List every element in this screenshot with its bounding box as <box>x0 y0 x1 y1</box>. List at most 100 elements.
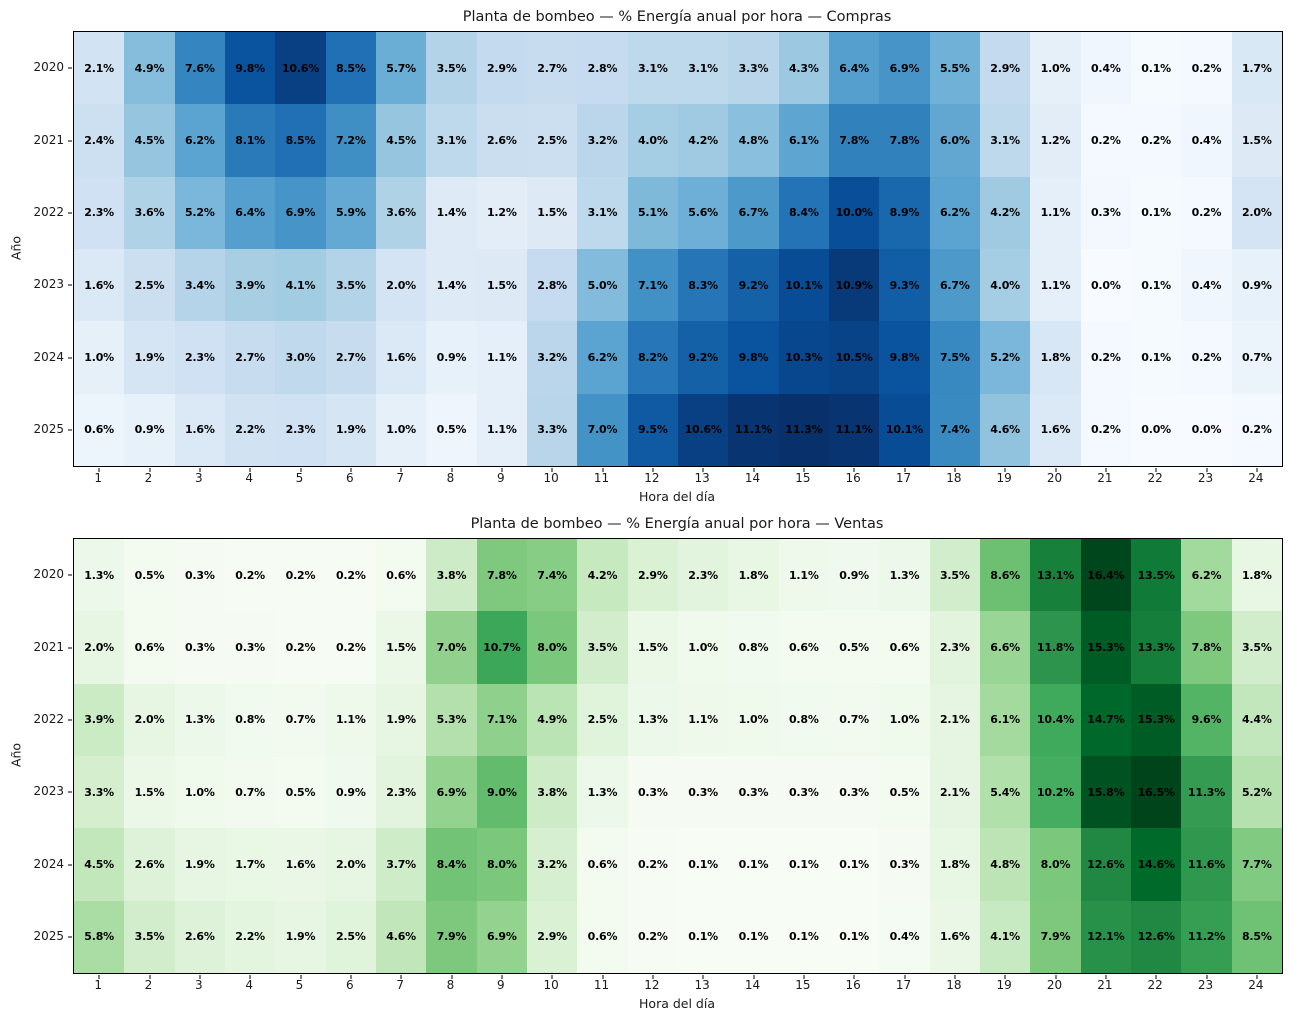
heatmap-cell: 2.8% <box>577 32 628 105</box>
heatmap-cell: 4.5% <box>74 828 125 901</box>
heatmap-cell: 0.2% <box>1181 32 1232 105</box>
heatmap-cell: 1.0% <box>677 611 729 684</box>
heatmap-cell: 0.1% <box>778 900 829 973</box>
heatmap-cell: 1.0% <box>879 683 930 756</box>
heatmap-cell: 2.5% <box>124 249 175 322</box>
x-tick-label: 24 <box>1248 471 1264 485</box>
x-tick-label: 1 <box>94 471 102 485</box>
heatmap-cell: 8.1% <box>224 104 276 177</box>
heatmap-cell: 15.8% <box>1080 756 1131 829</box>
x-tick-label: 10 <box>543 978 559 992</box>
heatmap-cell: 1.6% <box>74 249 125 322</box>
heatmap-cell: 0.3% <box>1080 176 1131 249</box>
heatmap-cell: 1.6% <box>174 393 225 466</box>
heatmap-cell: 0.2% <box>1181 321 1232 394</box>
heatmap-cell: 3.1% <box>577 176 628 249</box>
heatmap-cell: 1.5% <box>1231 104 1282 177</box>
heatmap-cell: 12.6% <box>1130 900 1182 973</box>
heatmap-cell: 0.2% <box>1080 393 1131 466</box>
y-tick-label: 2022 <box>33 204 64 219</box>
y-tick-label: 2020 <box>33 567 64 582</box>
heatmap-cell: 8.6% <box>979 539 1031 612</box>
heatmap-cell: 0.3% <box>224 611 276 684</box>
x-tick-mark <box>954 975 956 979</box>
heatmap-cell: 0.4% <box>1080 32 1131 105</box>
heatmap-cell: 0.2% <box>627 828 678 901</box>
heatmap-cell: 1.7% <box>1231 32 1282 105</box>
heatmap-cell: 3.5% <box>929 539 980 612</box>
heatmap-cell: 0.2% <box>1130 104 1182 177</box>
compras-heatmap-grid: 2.1% 4.9% 7.6% 9.8% 10.6% 8.5% 5.7% 3.5% 2.9% 2.7… <box>74 32 1282 466</box>
x-tick-mark <box>753 975 754 979</box>
x-tick-label: 3 <box>195 471 203 485</box>
heatmap-cell: 3.5% <box>1231 611 1282 684</box>
x-tick-label: 14 <box>744 471 761 485</box>
heatmap-cell: 1.3% <box>577 756 628 829</box>
heatmap-cell: 0.2% <box>275 611 326 684</box>
heatmap-cell: 0.2% <box>1181 176 1232 249</box>
x-tick-mark <box>350 468 352 472</box>
heatmap-cell: 14.6% <box>1130 828 1182 901</box>
x-tick-mark <box>350 975 352 979</box>
heatmap-cell: 2.9% <box>526 900 578 973</box>
heatmap-cell: 0.0% <box>1130 393 1182 466</box>
heatmap-cell: 3.1% <box>677 32 729 105</box>
heatmap-cell: 0.1% <box>677 900 729 973</box>
heatmap-cell: 13.5% <box>1130 539 1182 612</box>
heatmap-cell: 0.6% <box>124 611 175 684</box>
heatmap-cell: 7.5% <box>929 321 980 394</box>
heatmap-cell: 0.6% <box>74 393 125 466</box>
x-tick-label: 23 <box>1197 978 1214 992</box>
heatmap-cell: 0.8% <box>728 611 779 684</box>
heatmap-cell: 7.8% <box>1181 611 1232 684</box>
heatmap-cell: 2.5% <box>526 104 578 177</box>
x-tick-mark <box>400 975 402 979</box>
ventas-heatmap: 1.3% 0.5% 0.3% 0.2% 0.2% 0.2% 0.6% 3.8% 7.8% 7.4%… <box>68 538 1283 979</box>
heatmap-cell: 0.6% <box>778 611 829 684</box>
heatmap-cell: 0.2% <box>275 539 326 612</box>
ventas-y-axis-ticks: 2020 2021 2022 2023 2024 2025 <box>0 538 64 972</box>
heatmap-cell: 2.1% <box>74 32 125 105</box>
x-tick-label: 22 <box>1147 471 1163 485</box>
x-tick-label: 7 <box>396 978 404 992</box>
heatmap-cell: 0.3% <box>828 756 880 829</box>
heatmap-cell: 3.9% <box>74 683 125 756</box>
x-tick-mark <box>1004 975 1006 979</box>
heatmap-cell: 3.2% <box>526 828 578 901</box>
heatmap-cell: 3.1% <box>426 104 477 177</box>
heatmap-cell: 1.2% <box>476 176 527 249</box>
x-tick-label: 8 <box>446 471 455 485</box>
heatmap-cell: 6.2% <box>577 321 628 394</box>
y-tick-label: 2024 <box>33 349 64 364</box>
heatmap-cell: 2.4% <box>74 104 125 177</box>
x-tick-label: 9 <box>497 471 505 485</box>
heatmap-cell: 3.9% <box>224 249 276 322</box>
heatmap-cell: 1.0% <box>375 393 427 466</box>
x-tick-mark <box>551 975 553 979</box>
heatmap-cell: 0.2% <box>224 539 276 612</box>
heatmap-cell: 6.1% <box>778 104 829 177</box>
heatmap-cell: 0.1% <box>728 828 779 901</box>
y-tick-mark <box>68 864 72 865</box>
heatmap-cell: 11.1% <box>728 393 779 466</box>
x-tick-mark <box>753 468 754 472</box>
heatmap-cell: 9.8% <box>879 321 930 394</box>
heatmap-cell: 1.1% <box>778 539 829 612</box>
heatmap-cell: 0.9% <box>124 393 175 466</box>
heatmap-cell: 0.5% <box>879 756 930 829</box>
heatmap-cell: 4.2% <box>677 104 729 177</box>
x-tick-mark <box>853 975 855 979</box>
heatmap-cell: 1.3% <box>174 683 225 756</box>
y-tick-label: 2023 <box>33 784 64 799</box>
heatmap-cell: 2.7% <box>526 32 578 105</box>
heatmap-cell: 0.3% <box>677 756 729 829</box>
x-tick-label: 22 <box>1147 978 1163 992</box>
heatmap-cell: 3.0% <box>275 321 326 394</box>
heatmap-cell: 6.6% <box>979 611 1031 684</box>
heatmap-cell: 11.3% <box>1181 756 1232 829</box>
heatmap-cell: 6.1% <box>979 683 1031 756</box>
heatmap-cell: 4.9% <box>526 683 578 756</box>
heatmap-cell: 10.1% <box>778 249 829 322</box>
heatmap-cell: 0.3% <box>174 611 225 684</box>
